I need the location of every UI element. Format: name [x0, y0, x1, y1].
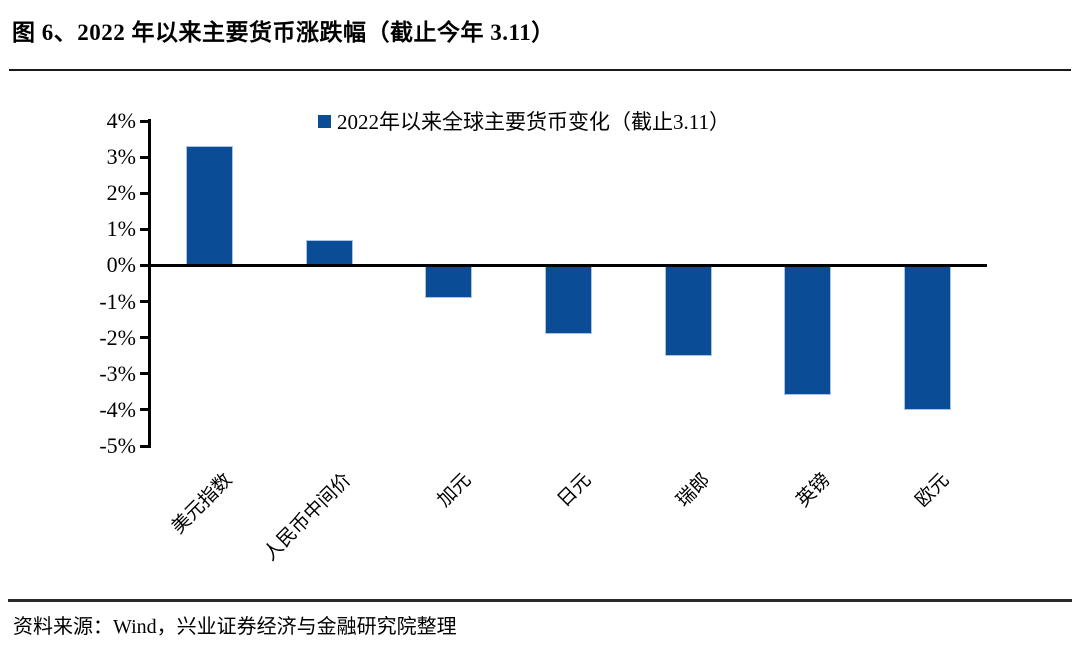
- bar: [784, 265, 832, 396]
- bar: [545, 265, 592, 335]
- x-category-label: 美元指数: [167, 469, 237, 539]
- bar: [305, 240, 353, 266]
- y-tick: [140, 408, 149, 412]
- y-tick: [140, 336, 149, 340]
- y-tick-label: 0%: [106, 252, 136, 278]
- chart-legend: 2022年以来全球主要货币变化（截止3.11）: [318, 106, 730, 136]
- y-tick: [140, 227, 149, 231]
- bar: [425, 265, 473, 298]
- y-axis-line: [148, 119, 151, 448]
- y-tick-label: -2%: [99, 324, 136, 350]
- y-tick: [140, 155, 149, 159]
- y-tick: [140, 300, 149, 304]
- bar-chart: 2022年以来全球主要货币变化（截止3.11） 4% 3% 2% 1% 0% -1% -2%…: [99, 106, 987, 565]
- y-tick-label: 4%: [106, 108, 136, 133]
- figure-title: 图 6、2022 年以来主要货币涨跌幅（截止今年 3.11）: [12, 20, 555, 45]
- x-category-label: 日元: [553, 469, 595, 512]
- x-category-label: 加元: [433, 469, 476, 512]
- bar: [664, 265, 712, 356]
- x-category-label: 瑞郎: [672, 469, 715, 512]
- y-tick: [140, 372, 149, 376]
- y-tick: [140, 444, 149, 448]
- y-tick-label: 1%: [106, 216, 136, 242]
- y-tick: [140, 119, 149, 123]
- y-tick-label: -3%: [99, 360, 136, 386]
- x-category-label: 人民币中间价: [260, 469, 356, 566]
- y-tick-label: -1%: [99, 288, 136, 314]
- top-divider: [9, 69, 1071, 71]
- y-tick: [140, 263, 149, 267]
- y-tick-label: 3%: [106, 144, 136, 170]
- x-category-label: 欧元: [911, 469, 954, 512]
- legend-label: 2022年以来全球主要货币变化（截止3.11）: [337, 110, 730, 134]
- footer-divider: [8, 599, 1072, 602]
- legend-marker-icon: [318, 114, 331, 128]
- bar: [186, 146, 234, 266]
- bar: [903, 265, 951, 410]
- x-category-label: 英镑: [792, 469, 835, 512]
- y-tick-label: -4%: [99, 396, 136, 422]
- y-tick-label: -5%: [99, 433, 136, 458]
- source-note: 资料来源：Wind，兴业证券经济与金融研究院整理: [13, 616, 457, 638]
- y-tick-label: 2%: [106, 180, 136, 206]
- x-axis-zero-line: [150, 264, 987, 267]
- y-tick: [140, 191, 149, 195]
